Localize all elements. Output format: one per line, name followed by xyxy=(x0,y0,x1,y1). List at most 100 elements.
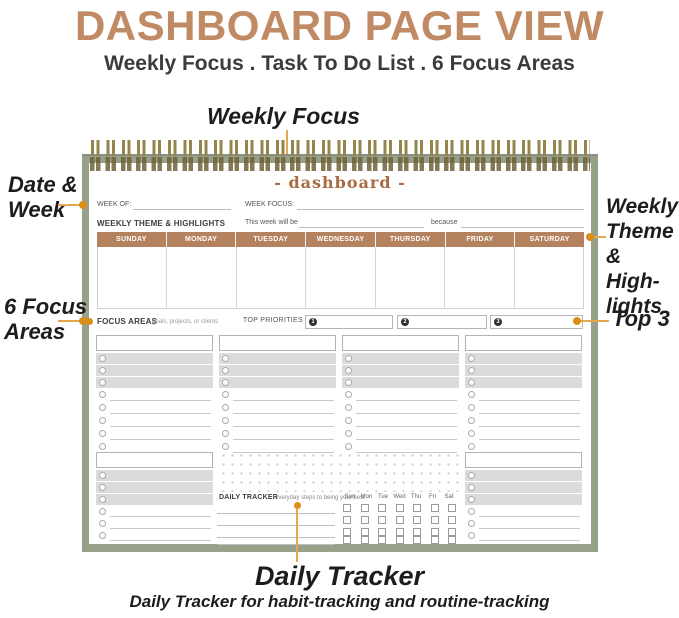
circle-checkbox-icon xyxy=(468,355,475,362)
theme-line-1 xyxy=(299,226,424,228)
callout-line: 6 Focus xyxy=(4,294,88,319)
checklist-column-5 xyxy=(96,452,213,542)
tracker-checkbox-icon xyxy=(360,536,369,544)
list-row-shaded xyxy=(342,365,459,376)
callout-line: Theme xyxy=(606,220,674,243)
checklist-column-6 xyxy=(465,452,582,542)
page-subtitle: Weekly Focus . Task To Do List . 6 Focus… xyxy=(104,52,575,75)
write-line xyxy=(110,540,211,541)
list-row xyxy=(342,402,459,415)
tracker-checkbox-icon xyxy=(343,516,351,524)
week-focus-line xyxy=(297,208,584,210)
circle-checkbox-icon xyxy=(99,417,106,424)
list-row xyxy=(96,530,213,542)
tracker-day-wed: Wed xyxy=(393,494,406,500)
pointer-dot-icon xyxy=(573,317,581,325)
line-rows xyxy=(96,389,213,454)
list-row xyxy=(96,518,213,530)
write-line xyxy=(479,426,580,427)
list-row xyxy=(465,402,582,415)
list-row-shaded xyxy=(96,470,213,481)
list-row xyxy=(465,428,582,441)
tracker-checkbox-icon xyxy=(413,536,421,544)
callout-daily-tracker-caption: Daily Tracker for habit-tracking and rou… xyxy=(129,592,550,611)
list-row xyxy=(219,402,336,415)
circle-checkbox-icon xyxy=(468,430,475,437)
shaded-rows xyxy=(465,470,582,505)
day-header-thursday: THURSDAY xyxy=(376,232,446,247)
write-line xyxy=(356,400,457,401)
circle-checkbox-icon xyxy=(468,484,475,491)
callout-six-focus-areas: 6 Focus Areas xyxy=(4,294,87,344)
priority-number-badge: 2 xyxy=(401,318,409,326)
daily-tracker-label: DAILY TRACKER xyxy=(219,494,278,501)
circle-checkbox-icon xyxy=(468,472,475,479)
line-rows xyxy=(465,389,582,454)
callout-daily-tracker-title: Daily Tracker xyxy=(254,561,425,591)
day-cell xyxy=(515,247,583,308)
tracker-day-sat: Sat xyxy=(444,494,454,500)
callout-weekly-theme: Weekly Theme & High- lights xyxy=(606,194,679,319)
shaded-rows xyxy=(96,470,213,505)
circle-checkbox-icon xyxy=(222,367,229,374)
checklist-column-1 xyxy=(96,335,213,454)
focus-areas-label: FOCUS AREAS xyxy=(97,317,158,326)
circle-checkbox-icon xyxy=(99,496,106,503)
list-row-shaded xyxy=(96,353,213,364)
tracker-checkbox-icon xyxy=(360,516,369,524)
circle-checkbox-icon xyxy=(468,532,475,539)
callout-date-week: Date & Week xyxy=(8,172,78,222)
tracker-checkbox-icon xyxy=(378,528,386,536)
circle-checkbox-icon xyxy=(222,404,229,411)
day-cell xyxy=(98,247,168,308)
write-line xyxy=(110,516,211,517)
write-line xyxy=(233,426,334,427)
day-header-wednesday: WEDNESDAY xyxy=(306,232,376,247)
tracker-day-labels: Sun Mon Tue Wed Thu Fri Sat xyxy=(343,494,456,500)
list-row-shaded xyxy=(96,365,213,376)
pointer-line-six-focus xyxy=(58,320,80,322)
spiral-binding-icon xyxy=(88,157,590,171)
circle-checkbox-icon xyxy=(468,379,475,386)
tracker-checkbox-icon xyxy=(360,528,369,536)
list-row xyxy=(342,415,459,428)
tracker-day-sun: Sun xyxy=(344,494,356,500)
circle-checkbox-icon xyxy=(222,443,229,450)
week-grid-body xyxy=(97,247,584,309)
tracker-checkbox-icon xyxy=(395,504,404,512)
list-row-shaded xyxy=(342,353,459,364)
circle-checkbox-icon xyxy=(222,379,229,386)
list-row xyxy=(219,415,336,428)
callout-line: & High- xyxy=(606,245,660,293)
day-cell xyxy=(445,247,515,308)
tracker-checkbox-row xyxy=(343,536,456,544)
list-row-shaded xyxy=(465,365,582,376)
list-title-box xyxy=(465,452,582,468)
circle-checkbox-icon xyxy=(99,391,106,398)
theme-prompt-1: This week will be xyxy=(245,219,298,226)
tracker-day-fri: Fri xyxy=(429,494,436,500)
focus-areas-sublabel: goals, projects, or clients xyxy=(152,319,219,325)
circle-checkbox-icon xyxy=(222,355,229,362)
tracker-checkbox-icon xyxy=(448,528,456,536)
habit-line xyxy=(217,524,335,526)
circle-checkbox-icon xyxy=(99,484,106,491)
tracker-checkbox-icon xyxy=(413,516,421,524)
write-line xyxy=(479,528,580,529)
circle-checkbox-icon xyxy=(468,417,475,424)
checklist-column-2 xyxy=(219,335,336,454)
tracker-checkbox-icon xyxy=(430,504,439,512)
pointer-line-weekly-theme xyxy=(594,236,606,238)
write-line xyxy=(479,540,580,541)
write-line xyxy=(233,413,334,414)
dashboard-heading: - dashboard - xyxy=(274,173,406,192)
shaded-rows xyxy=(465,353,582,388)
checklist-column-4 xyxy=(465,335,582,454)
list-row-shaded xyxy=(96,494,213,505)
day-header-monday: MONDAY xyxy=(167,232,237,247)
list-row-shaded xyxy=(465,353,582,364)
tracker-checkbox-icon xyxy=(430,528,439,536)
list-title-box xyxy=(96,335,213,351)
pointer-dot-icon xyxy=(586,233,594,241)
circle-checkbox-icon xyxy=(222,417,229,424)
